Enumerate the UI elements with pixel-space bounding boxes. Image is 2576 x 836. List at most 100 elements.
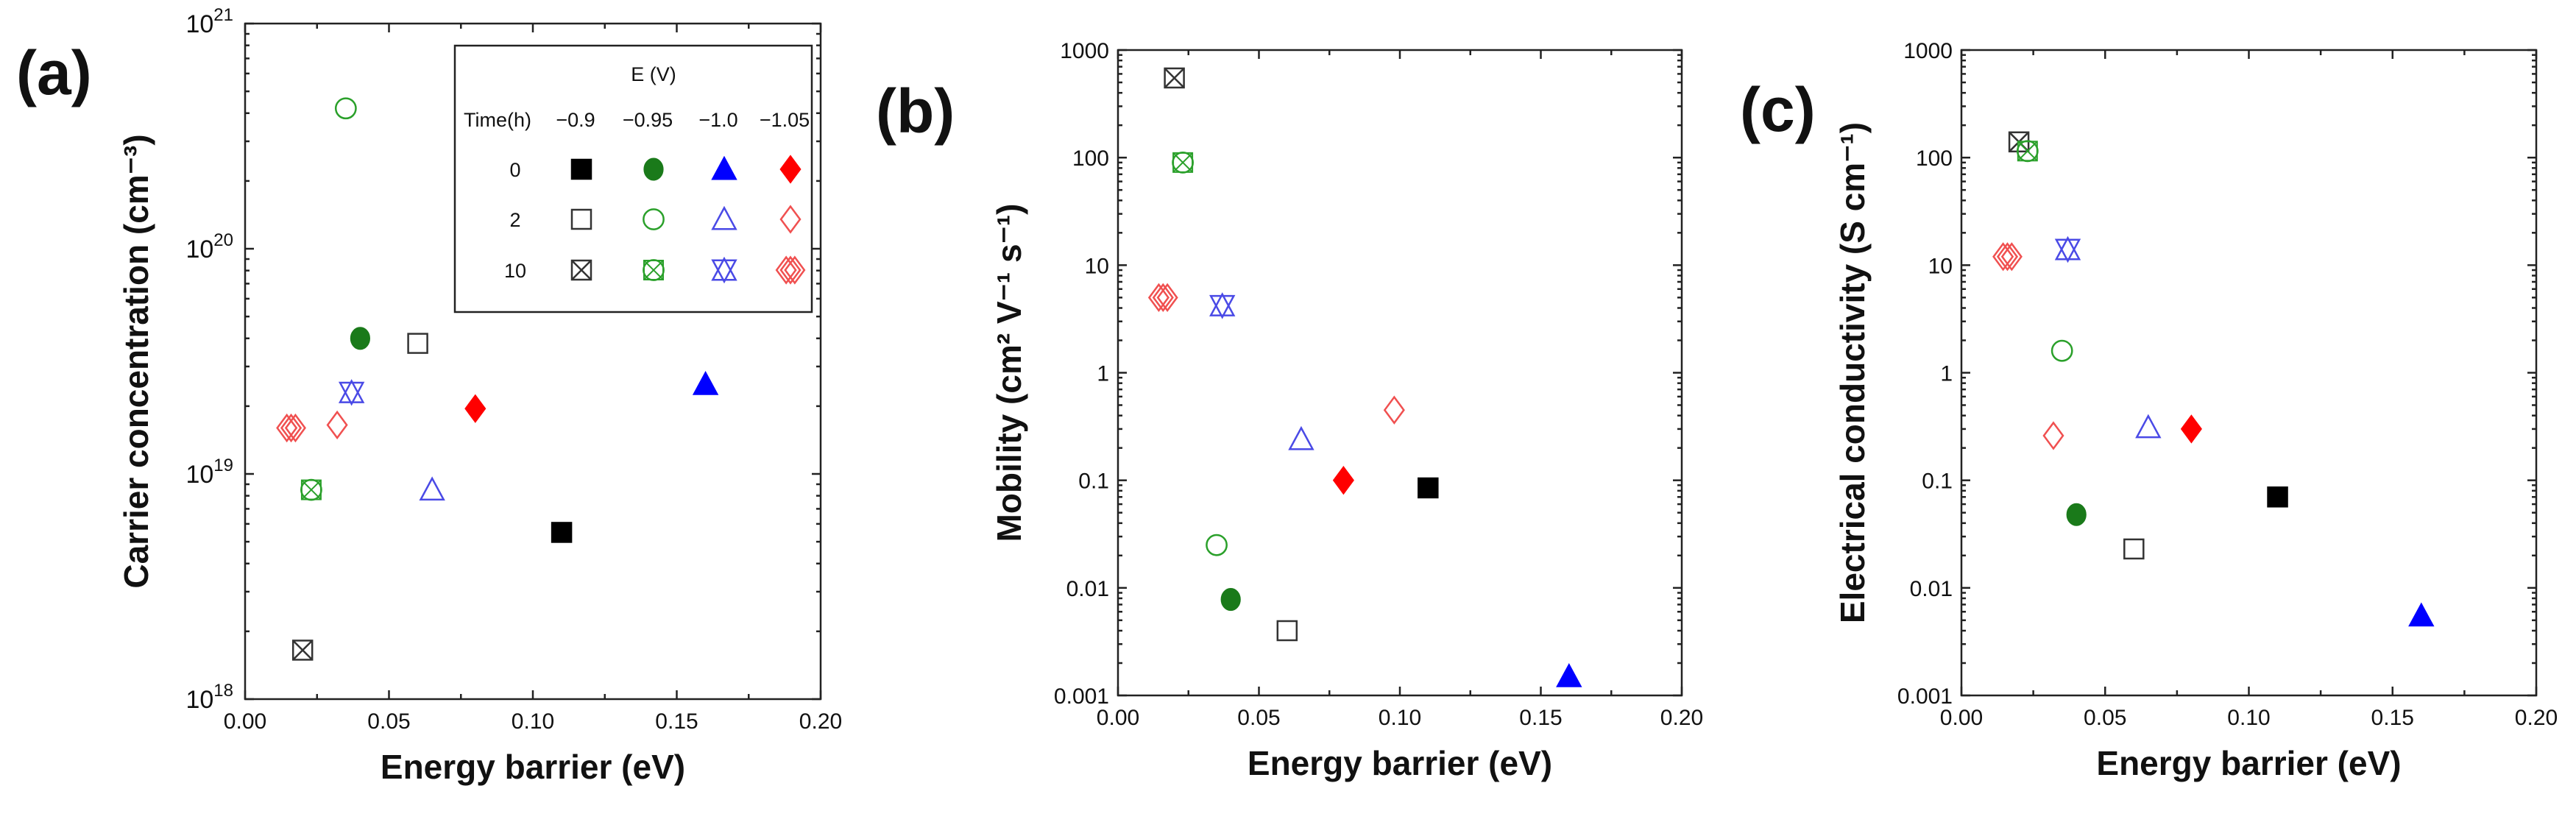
x-tick-label: 0.05 xyxy=(2084,706,2126,730)
legend-marker xyxy=(643,259,665,281)
data-point xyxy=(1556,663,1582,687)
legend-marker xyxy=(570,259,592,281)
y-tick-label: 1020 xyxy=(185,230,233,263)
y-tick-label: 1000 xyxy=(1060,39,1109,63)
y-tick-label: 0.1 xyxy=(1078,470,1109,494)
legend-marker xyxy=(711,256,737,284)
y-axis-title: Mobility (cm² V⁻¹ s⁻¹) xyxy=(990,204,1028,542)
data-point xyxy=(350,327,370,350)
x-tick-label: 0.10 xyxy=(1379,706,1421,730)
y-tick-label: 100 xyxy=(1916,146,1953,171)
data-point xyxy=(1418,477,1439,499)
panel-label: (c) xyxy=(1740,75,1816,144)
legend-time: 0 xyxy=(509,159,520,181)
legend-potential: −0.9 xyxy=(556,109,595,131)
legend-box xyxy=(453,44,813,314)
x-tick-label: 0.15 xyxy=(2371,706,2414,730)
legend-marker xyxy=(775,255,806,285)
data-point xyxy=(2267,486,2288,508)
data-point xyxy=(2180,414,2202,444)
data-point xyxy=(1332,466,1354,495)
y-axis-title: Carrier concentration (cm⁻³) xyxy=(117,134,155,588)
data-point xyxy=(1147,283,1178,312)
x-axis-title: Energy barrier (eV) xyxy=(1248,744,1552,782)
legend-time: 2 xyxy=(509,209,520,231)
data-point xyxy=(2408,602,2435,627)
data-point xyxy=(1276,620,1298,642)
x-axis-title: Energy barrier (eV) xyxy=(381,748,685,786)
x-axis-title: Energy barrier (eV) xyxy=(2096,744,2401,782)
legend-title: E (V) xyxy=(631,63,676,85)
x-tick-label: 0.20 xyxy=(799,709,842,734)
legend-potential: −1.05 xyxy=(760,109,810,131)
y-tick-label: 1021 xyxy=(185,5,233,38)
data-point xyxy=(464,394,486,423)
y-tick-label: 1018 xyxy=(185,681,233,714)
data-point xyxy=(338,379,365,406)
data-point xyxy=(1206,534,1228,556)
data-point xyxy=(326,410,348,440)
y-tick-label: 1 xyxy=(1097,362,1109,386)
data-point xyxy=(2042,421,2064,450)
x-tick-label: 0.15 xyxy=(655,709,698,734)
y-tick-label: 10 xyxy=(1085,254,1109,278)
legend-marker xyxy=(779,205,802,234)
legend-marker xyxy=(643,157,664,181)
y-tick-label: 1000 xyxy=(1903,39,1953,63)
panel-b: (b) 0.00 0.05 0.10 0.15 0.20 0.001 0.01 0.1 1 10 10… xyxy=(876,39,1703,782)
plot-frame xyxy=(1117,49,1683,697)
legend-row-header: Time(h) xyxy=(464,109,531,131)
y-tick-label: 100 xyxy=(1072,146,1109,171)
y-axis-title: Electrical conductivity (S cm⁻¹) xyxy=(1833,122,1872,623)
data-point xyxy=(2123,538,2145,560)
data-point xyxy=(1172,151,1194,174)
data-point xyxy=(300,478,322,501)
panel-a: (a)0.00 0.05 0.10 0.15 0.201018101910201021E… xyxy=(16,5,842,786)
data-point xyxy=(692,371,719,395)
y-tick-label: 1 xyxy=(1940,362,1953,386)
data-point xyxy=(1164,67,1185,89)
legend-potential: −0.95 xyxy=(623,109,673,131)
data-point xyxy=(419,476,445,501)
data-point xyxy=(334,97,357,120)
x-tick-label: 0.20 xyxy=(1660,706,1703,730)
panel-label: (b) xyxy=(876,77,955,146)
plot-frame xyxy=(1960,49,2538,697)
legend-potential: −1.0 xyxy=(698,109,737,131)
y-tick-label: 1019 xyxy=(185,456,233,489)
x-tick-label: 0.20 xyxy=(2515,706,2558,730)
data-point xyxy=(2016,140,2039,163)
y-tick-label: 10 xyxy=(1928,254,1953,278)
data-point xyxy=(1220,588,1241,612)
legend-time: 10 xyxy=(504,260,526,282)
y-tick-label: 0.001 xyxy=(1054,684,1109,709)
x-tick-label: 0.10 xyxy=(2227,706,2270,730)
legend-marker xyxy=(711,205,737,230)
x-tick-label: 0.00 xyxy=(1097,706,1139,730)
data-point xyxy=(2066,503,2087,526)
y-tick-label: 0.01 xyxy=(1066,577,1109,601)
legend-marker xyxy=(643,208,665,230)
data-point xyxy=(2054,235,2081,263)
data-point xyxy=(1209,292,1236,319)
data-point xyxy=(551,522,573,543)
y-tick-label: 0.001 xyxy=(1897,684,1953,709)
x-tick-label: 0.05 xyxy=(1237,706,1280,730)
data-point xyxy=(2135,414,2162,439)
x-tick-label: 0.15 xyxy=(1519,706,1562,730)
x-tick-label: 0.00 xyxy=(224,709,266,734)
data-point xyxy=(407,333,428,354)
data-point xyxy=(1992,242,2023,272)
data-point xyxy=(2050,339,2073,362)
data-point xyxy=(291,640,314,661)
data-point xyxy=(276,413,306,443)
legend: E (V) Time(h) −0.9 −0.95 −1.0 −1.05 0 2 10 xyxy=(453,44,813,314)
y-tick-label: 0.01 xyxy=(1910,577,1953,601)
data-point xyxy=(1383,395,1405,425)
legend-marker xyxy=(570,158,592,180)
legend-marker xyxy=(570,208,592,230)
panel-c: (c) 0.00 0.05 0.10 0.15 0.20 0.001 0.01 0.1 1 10 10… xyxy=(1740,39,2558,782)
y-tick-label: 0.1 xyxy=(1922,470,1953,494)
panel-label: (a) xyxy=(16,38,92,107)
